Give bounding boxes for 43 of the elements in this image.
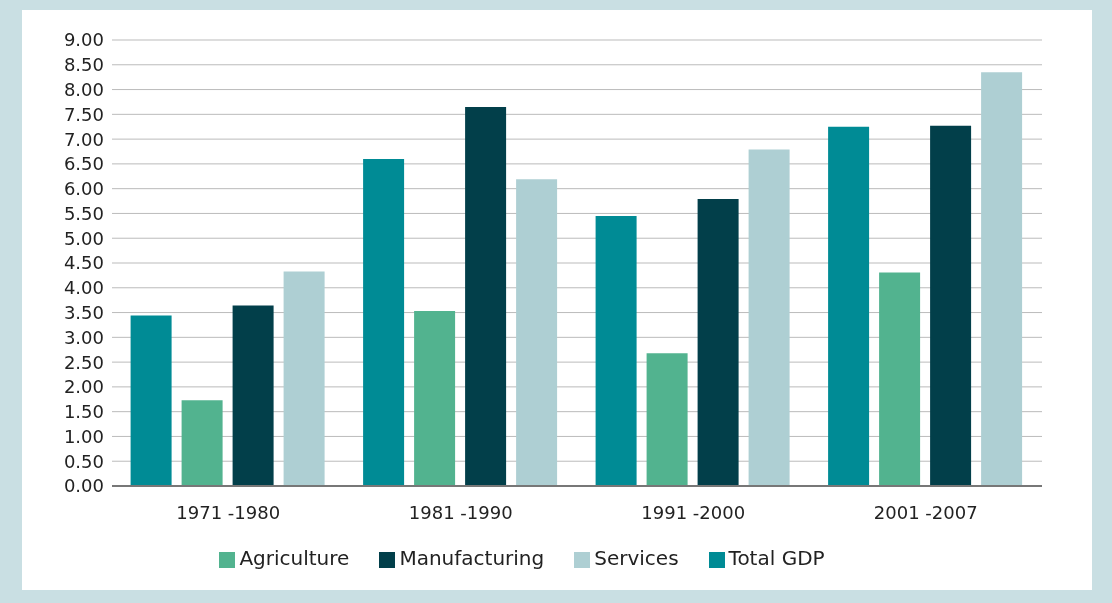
- y-tick-label: 3.50: [63, 301, 104, 323]
- bar: [879, 272, 921, 486]
- y-tick-label: 5.00: [63, 227, 104, 249]
- legend-label: Services: [594, 546, 679, 570]
- x-tick-label: 2001 -2007: [873, 501, 978, 523]
- y-tick-label: 2.50: [63, 351, 104, 373]
- bar: [748, 149, 790, 486]
- y-tick-label: 4.50: [63, 252, 104, 274]
- y-tick-label: 1.00: [63, 425, 104, 447]
- y-tick-label: 2.00: [63, 376, 104, 398]
- y-tick-label: 6.50: [63, 153, 104, 175]
- y-tick-label: 1.50: [63, 401, 104, 423]
- y-tick-label: 7.50: [63, 103, 104, 125]
- legend-label: Agriculture: [239, 546, 350, 570]
- bar: [516, 179, 558, 486]
- bar: [930, 125, 972, 486]
- bar: [283, 271, 325, 486]
- bar: [646, 353, 688, 486]
- x-tick-label: 1981 -1990: [408, 501, 513, 523]
- y-tick-label: 8.00: [63, 78, 104, 100]
- y-tick-label: 5.50: [63, 202, 104, 224]
- y-tick-label: 0.50: [63, 450, 104, 472]
- legend-label: Total GDP: [728, 546, 825, 570]
- y-tick-label: 3.00: [63, 326, 104, 348]
- bar: [465, 106, 507, 486]
- bar: [232, 305, 274, 486]
- y-tick-label: 9.00: [63, 29, 104, 51]
- y-tick-label: 8.50: [63, 54, 104, 76]
- legend-label: Manufacturing: [399, 546, 545, 570]
- bar: [828, 126, 870, 486]
- x-tick-label: 1971 -1980: [176, 501, 281, 523]
- y-tick-label: 6.00: [63, 178, 104, 200]
- y-tick-label: 0.00: [63, 475, 104, 497]
- bar: [130, 315, 172, 486]
- bar: [414, 311, 456, 486]
- bar: [363, 158, 405, 486]
- bar: [981, 72, 1023, 486]
- y-tick-label: 7.00: [63, 128, 104, 150]
- bar: [595, 215, 637, 486]
- x-tick-label: 1991 -2000: [641, 501, 746, 523]
- y-tick-label: 4.00: [63, 277, 104, 299]
- bar: [697, 199, 739, 486]
- bar: [181, 400, 223, 486]
